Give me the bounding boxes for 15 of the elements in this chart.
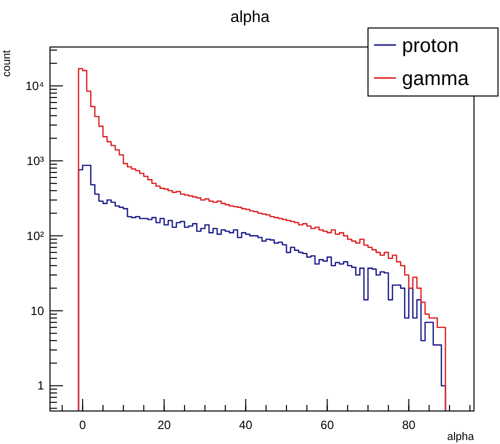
x-tick-label: 20	[157, 418, 172, 432]
y-tick-label: 1	[37, 378, 44, 393]
y-tick-label: 10⁴	[25, 78, 44, 93]
x-tick-label: 0	[79, 418, 86, 432]
x-tick-label: 40	[239, 418, 253, 432]
chart-title: alpha	[230, 9, 270, 26]
legend-label: proton	[402, 35, 459, 57]
y-tick-label: 10	[30, 304, 44, 318]
x-tick-label: 80	[402, 418, 416, 432]
y-axis-title: count	[1, 50, 13, 77]
x-axis-title: alpha	[447, 431, 475, 443]
y-tick-label: 10³	[26, 154, 44, 168]
y-tick-label: 10²	[26, 228, 44, 243]
legend-label: gamma	[402, 68, 470, 90]
x-tick-label: 60	[320, 418, 334, 432]
